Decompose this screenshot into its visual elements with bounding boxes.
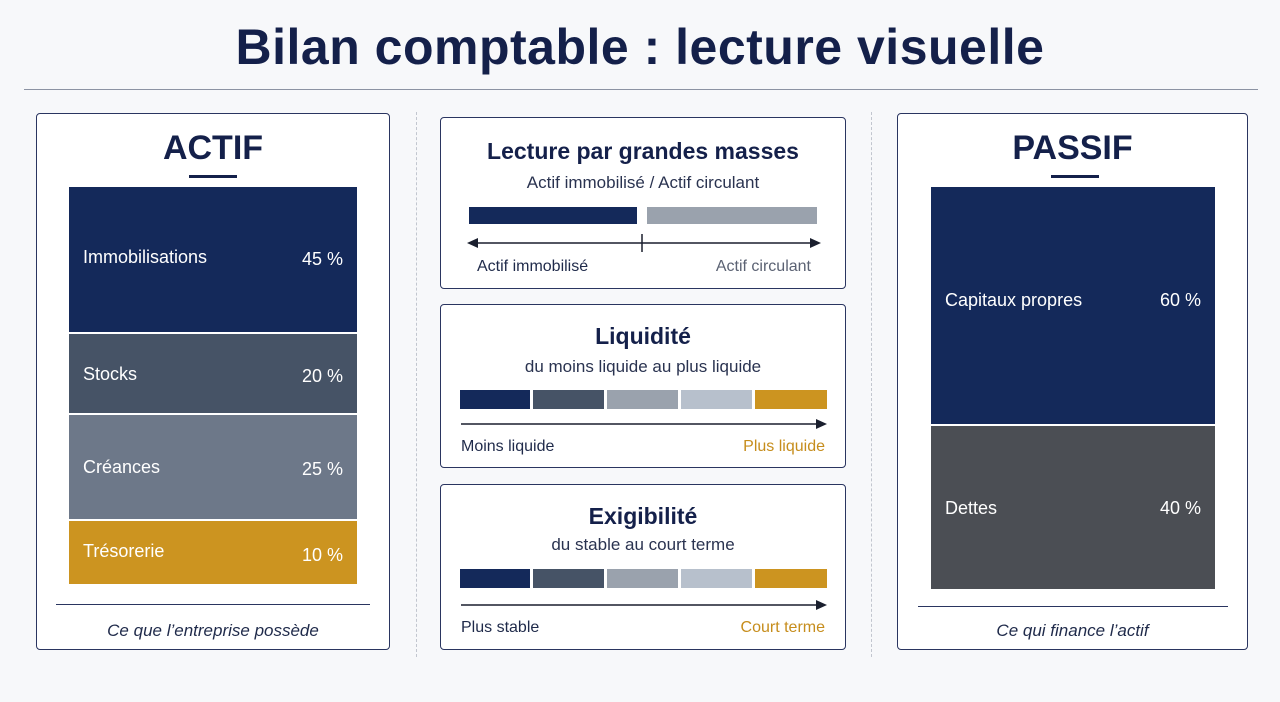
masses-title: Lecture par grandes masses: [487, 138, 799, 164]
exigibilite-title: Exigibilité: [588, 503, 698, 529]
exigibilite-seg-1: [460, 569, 530, 588]
page-title: Bilan comptable : lecture visuelle: [235, 19, 1045, 75]
passif-block-label: Dettes: [945, 498, 998, 518]
actif-block-label: Immobilisations: [83, 247, 208, 267]
exigibilite-right-label: Court terme: [740, 619, 825, 636]
exigibilite-seg-2: [533, 569, 604, 588]
dashed-separator-left: [416, 112, 417, 657]
passif-caption: Ce qui finance l’actif: [996, 621, 1149, 640]
masses-left-label: Actif immobilisé: [477, 258, 589, 275]
liquidite-seg-3: [607, 390, 678, 409]
exigibilite-arrow: [461, 600, 827, 610]
passif-block-capitaux-propres: Capitaux propres 60 %: [931, 187, 1215, 424]
actif-heading-underline: [189, 175, 237, 178]
masses-subtitle: Actif immobilisé / Actif circulant: [526, 173, 760, 192]
passif-block-value: 60 %: [1159, 290, 1201, 310]
liquidite-seg-5: [755, 390, 827, 409]
passif-panel: PASSIF Capitaux propres 60 % Dettes 40 %…: [897, 113, 1248, 650]
masses-double-arrow: [467, 234, 821, 252]
passif-heading-underline: [1051, 175, 1099, 178]
liquidite-seg-1: [460, 390, 530, 409]
passif-heading: PASSIF: [1012, 129, 1133, 167]
actif-block-label: Trésorerie: [83, 541, 165, 561]
actif-block-creances: Créances 25 %: [69, 415, 357, 519]
actif-block-label: Créances: [83, 457, 161, 477]
actif-caption-rule: [56, 604, 370, 605]
masses-bar-immobilise: [469, 207, 637, 224]
actif-block-value: 10 %: [301, 545, 343, 565]
actif-block-value: 25 %: [301, 459, 343, 479]
liquidite-title: Liquidité: [595, 323, 691, 349]
actif-block-value: 45 %: [301, 249, 343, 269]
liquidite-left-label: Moins liquide: [461, 438, 555, 455]
masses-right-label: Actif circulant: [715, 258, 811, 275]
liquidite-card: Liquidité du moins liquide au plus liqui…: [440, 304, 846, 468]
title-divider: [24, 89, 1258, 90]
exigibilite-subtitle: du stable au court terme: [551, 535, 735, 554]
exigibilite-seg-3: [607, 569, 678, 588]
actif-heading: ACTIF: [162, 129, 264, 167]
exigibilite-seg-5: [755, 569, 827, 588]
actif-block-stocks: Stocks 20 %: [69, 334, 357, 413]
exigibilite-card: Exigibilité du stable au court terme Plu…: [440, 484, 846, 650]
liquidite-right-label: Plus liquide: [743, 438, 825, 455]
actif-panel: ACTIF Immobilisations 45 % Stocks 20 % C…: [36, 113, 390, 650]
passif-block-dettes: Dettes 40 %: [931, 426, 1215, 589]
exigibilite-left-label: Plus stable: [461, 619, 540, 636]
exigibilite-seg-4: [681, 569, 752, 588]
actif-block-value: 20 %: [301, 366, 343, 386]
masses-card: Lecture par grandes masses Actif immobil…: [440, 117, 846, 289]
actif-block-tresorerie: Trésorerie 10 %: [69, 521, 357, 584]
actif-block-label: Stocks: [83, 364, 138, 384]
passif-block-value: 40 %: [1159, 498, 1201, 518]
liquidite-seg-4: [681, 390, 752, 409]
actif-caption: Ce que l’entreprise possède: [107, 621, 319, 640]
passif-caption-rule: [918, 606, 1228, 607]
dashed-separator-right: [871, 112, 872, 657]
liquidite-subtitle: du moins liquide au plus liquide: [524, 357, 762, 376]
actif-block-immobilisations: Immobilisations 45 %: [69, 187, 357, 332]
passif-block-label: Capitaux propres: [945, 290, 1083, 310]
masses-bar-circulant: [647, 207, 817, 224]
liquidite-arrow: [461, 419, 827, 429]
liquidite-seg-2: [533, 390, 604, 409]
